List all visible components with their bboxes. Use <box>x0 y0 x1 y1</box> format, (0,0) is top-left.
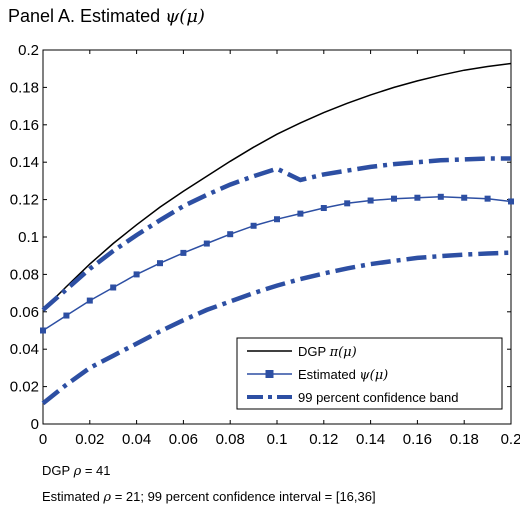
dgp-line <box>42 62 512 311</box>
99-percent-confidence-band-upper-line <box>41 156 511 312</box>
estimated-point <box>320 205 327 212</box>
line-chart: 0 0.02 0.04 0.06 0.08 0.1 0.12 0.14 0.16 0.18 0.2 0… <box>10 42 520 448</box>
y-tick-label: 0.14 <box>10 154 39 171</box>
dgp-rho-label: DGP <box>42 463 74 478</box>
y-tick-label: 0.2 <box>18 42 39 59</box>
y-tick-label: 0.08 <box>10 266 39 283</box>
legend: DGP π(μ) Estimated ψ(μ) 99 percent confide… <box>236 337 503 410</box>
estimated-point <box>63 312 70 319</box>
x-tick-label: 0.14 <box>356 431 385 448</box>
estimated-point <box>484 195 491 202</box>
x-tick-label: 0.06 <box>169 431 198 448</box>
99-percent-confidence-band-lower-line <box>41 250 512 406</box>
panel-title: Panel A. Estimated ψ(μ) <box>8 6 205 27</box>
x-tick-label: 0.02 <box>75 431 104 448</box>
dgp-rho-value: = 41 <box>81 463 111 478</box>
estimated-rho-label: Estimated <box>42 489 104 504</box>
estimated-point <box>227 231 234 238</box>
estimated-point <box>250 222 257 229</box>
estimated-rho-note: Estimated ρ = 21; 99 percent confidence … <box>42 489 376 505</box>
estimated-point <box>391 195 397 202</box>
y-tick-label: 0 <box>31 416 39 433</box>
x-tick-label: 0.04 <box>122 431 151 448</box>
legend-label-99-percent-confidence-band: 99 percent confidence band <box>298 390 458 405</box>
estimated-point <box>86 297 93 304</box>
y-tick-label: 0.18 <box>10 79 39 96</box>
estimated-point <box>40 327 46 334</box>
estimated-point <box>344 200 351 207</box>
estimated-point <box>367 197 374 204</box>
x-tick-label: 0.12 <box>309 431 338 448</box>
x-tick-label: 0.1 <box>267 431 288 448</box>
estimated-point <box>133 271 140 278</box>
estimated-point <box>110 284 117 291</box>
estimated-point <box>508 198 514 205</box>
estimated-point <box>461 194 468 201</box>
y-tick-label: 0.02 <box>10 379 39 396</box>
x-tick-label: 0 <box>39 431 47 448</box>
panel-title-symbol: ψ(μ) <box>165 6 205 27</box>
y-tick-label: 0.1 <box>18 229 39 246</box>
panel-title-text: Panel A. Estimated <box>8 6 166 26</box>
estimated-point <box>274 216 280 223</box>
estimated-point <box>157 260 163 267</box>
legend-label-dgp: DGP π(μ) <box>298 344 357 360</box>
dgp-rho-note: DGP ρ = 41 <box>42 463 111 479</box>
y-tick-label: 0.16 <box>10 117 39 134</box>
x-tick-label: 0.08 <box>216 431 245 448</box>
estimated-rho-value: = 21; 99 percent confidence interval = [… <box>111 489 376 504</box>
x-tick-label: 0.18 <box>450 431 479 448</box>
y-tick-label: 0.04 <box>10 341 39 358</box>
y-tick-label: 0.06 <box>10 304 39 321</box>
estimated-point <box>297 210 304 217</box>
estimated-rho-symbol: ρ <box>103 490 112 505</box>
estimated-point <box>414 194 421 201</box>
estimated-point <box>203 240 210 247</box>
legend-marker-estimated <box>265 370 274 378</box>
dgp-rho-symbol: ρ <box>73 464 82 479</box>
x-tick-label: 0.2 <box>501 431 520 448</box>
legend-label-estimated: Estimated ψ(μ) <box>298 367 388 383</box>
estimated-point <box>437 193 444 200</box>
y-tick-label: 0.12 <box>10 192 39 209</box>
x-tick-label: 0.16 <box>403 431 432 448</box>
estimated-point <box>180 249 187 256</box>
